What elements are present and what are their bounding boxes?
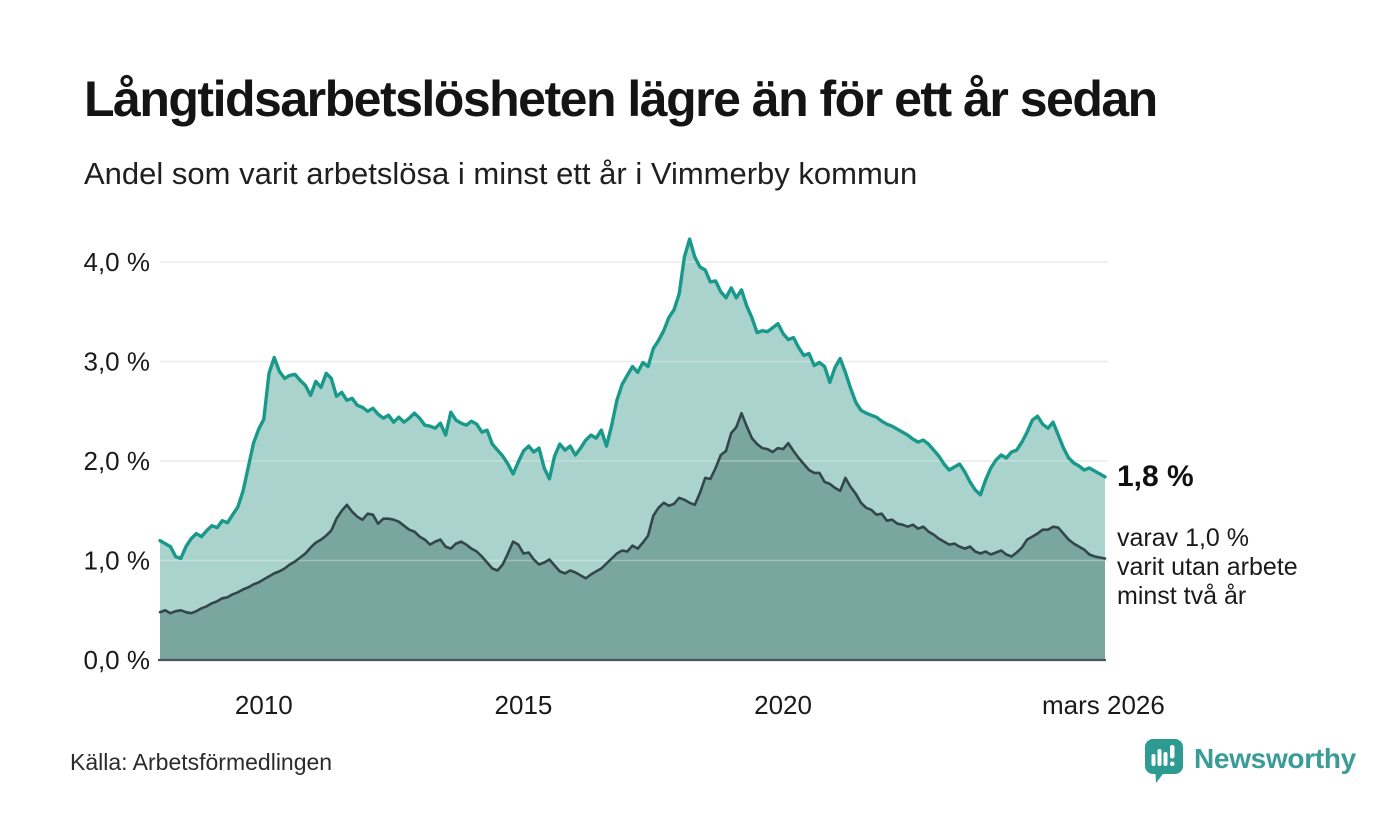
sublabel-line-2: varit utan arbete (1117, 553, 1298, 581)
newsworthy-logo-icon (1145, 739, 1183, 783)
newsworthy-logo: Newsworthy (1144, 738, 1356, 784)
newsworthy-logo-text: Newsworthy (1194, 743, 1356, 774)
y-axis-label: 2,0 % (84, 446, 151, 476)
y-axis-label: 4,0 % (84, 247, 151, 277)
area-very-long-term (160, 413, 1105, 660)
x-axis-label: mars 2026 (1042, 690, 1165, 720)
source-label: Källa: Arbetsförmedlingen (70, 749, 333, 775)
latest-value-sublabel: varav 1,0 % varit utan arbete minst två … (1117, 524, 1298, 611)
chart-title: Långtidsarbetslösheten lägre än för ett … (84, 71, 1158, 127)
line-very-long-term (158, 411, 1107, 615)
line-long-term (158, 237, 1107, 561)
x-axis-label: 2015 (495, 690, 553, 720)
sublabel-line-3: minst två år (1117, 582, 1247, 610)
y-axis-label: 3,0 % (84, 347, 151, 377)
sublabel-line-1: varav 1,0 % (1117, 524, 1250, 552)
chart-subtitle: Andel som varit arbetslösa i minst ett å… (84, 156, 918, 191)
y-axis-label: 1,0 % (84, 546, 151, 576)
x-axis-label: 2010 (235, 690, 293, 720)
y-axis-label: 0,0 % (84, 645, 151, 675)
latest-value-label: 1,8 % (1117, 460, 1194, 493)
x-axis-label: 2020 (754, 690, 812, 720)
